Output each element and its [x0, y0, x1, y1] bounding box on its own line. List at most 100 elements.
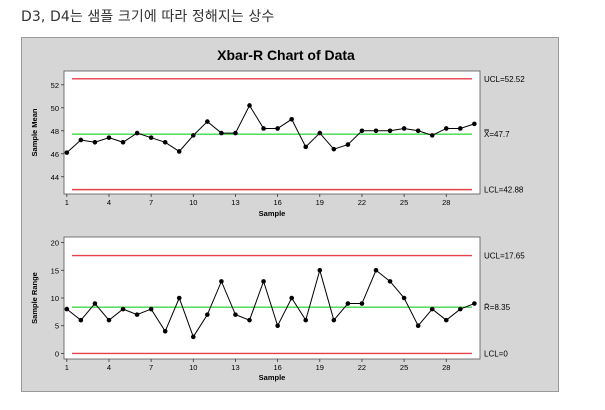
chart-title: Xbar-R Chart of Data — [217, 47, 355, 63]
plot-area — [63, 236, 481, 360]
y-tick-label: 46 — [51, 150, 59, 159]
data-point — [78, 137, 84, 143]
center-label: R̄=8.35 — [484, 303, 511, 312]
y-tick-label: 50 — [51, 104, 59, 113]
xbar-r-chart-figure: Xbar-R Chart of Data UCL=52.52 X̿=47.7 LCL… — [21, 37, 559, 392]
data-point — [303, 317, 309, 323]
x-tick-label: 22 — [358, 198, 366, 207]
data-point — [120, 306, 126, 312]
data-point — [331, 146, 337, 152]
data-point — [261, 279, 266, 284]
data-point — [106, 135, 112, 140]
data-point — [233, 312, 238, 317]
ucl-label: UCL=52.52 — [484, 75, 525, 84]
data-point — [120, 139, 126, 145]
x-tick-label: 10 — [189, 363, 197, 372]
data-point — [345, 301, 351, 306]
y-tick-label: 0 — [55, 349, 59, 358]
data-point — [359, 128, 365, 134]
data-point — [92, 139, 98, 145]
data-point — [64, 150, 70, 155]
data-point — [92, 301, 98, 306]
data-point — [205, 119, 210, 124]
x-tick-label: 16 — [273, 363, 281, 372]
data-point — [458, 126, 463, 131]
range-panel: UCL=17.65 R̄=8.35 LCL=0 0 5 10 15 20 1 4 7 10 13 16 19… — [30, 236, 525, 382]
x-tick-label: 16 — [273, 198, 281, 207]
data-point — [205, 312, 210, 317]
y-tick-label: 20 — [51, 239, 59, 248]
data-point — [415, 128, 421, 134]
data-point — [233, 130, 238, 136]
y-tick-label: 44 — [51, 173, 59, 182]
ucl-label: UCL=17.65 — [484, 252, 525, 261]
data-point — [317, 130, 323, 136]
x-tick-label: 25 — [400, 198, 408, 207]
data-point — [317, 267, 323, 273]
data-point — [106, 317, 112, 323]
x-tick-label: 4 — [107, 363, 111, 372]
data-point — [289, 116, 294, 122]
data-point — [387, 128, 393, 134]
xbar-panel: UCL=52.52 X̿=47.7 LCL=42.88 44 46 48 50 52 1 4 7 10… — [30, 70, 525, 218]
data-point — [415, 323, 421, 329]
x-tick-label: 19 — [316, 363, 324, 372]
x-tick-label: 4 — [107, 198, 111, 207]
y-axis-label: Sample Mean — [30, 108, 39, 156]
x-tick-label: 25 — [400, 363, 408, 372]
y-tick-label: 52 — [51, 81, 59, 90]
data-point — [303, 144, 309, 150]
x-tick-label: 28 — [442, 363, 450, 372]
data-point — [373, 267, 379, 273]
data-point — [472, 301, 477, 306]
data-point — [345, 142, 351, 147]
data-point — [148, 306, 154, 312]
y-tick-label: 10 — [51, 294, 59, 303]
data-point — [373, 128, 379, 134]
data-point — [247, 317, 252, 323]
data-point — [261, 126, 266, 131]
xbar-r-chart: Xbar-R Chart of Data UCL=52.52 X̿=47.7 LCL… — [30, 47, 525, 382]
data-point — [275, 323, 280, 329]
data-point — [429, 306, 435, 312]
data-point — [78, 317, 84, 323]
x-tick-label: 28 — [442, 198, 450, 207]
data-point — [190, 133, 196, 138]
data-point — [176, 149, 182, 154]
data-point — [134, 312, 140, 317]
lcl-label: LCL=42.88 — [484, 186, 524, 195]
data-point — [162, 328, 168, 334]
x-axis-label: Sample — [259, 209, 286, 218]
data-point — [148, 135, 154, 140]
x-axis-label: Sample — [259, 373, 286, 382]
x-tick-label: 10 — [189, 198, 197, 207]
data-point — [443, 126, 449, 131]
x-tick-label: 7 — [149, 198, 153, 207]
data-point — [401, 295, 407, 301]
x-tick-label: 7 — [149, 363, 153, 372]
x-tick-label: 13 — [231, 198, 239, 207]
caption-text: D3, D4는 샘플 크기에 따라 정해지는 상수 — [21, 9, 275, 25]
data-point — [190, 334, 196, 340]
data-point — [247, 103, 252, 108]
x-tick-label: 1 — [65, 363, 69, 372]
data-point — [176, 295, 182, 301]
data-point — [429, 133, 435, 138]
data-point — [64, 306, 70, 312]
series-line — [66, 104, 475, 153]
data-point — [219, 279, 224, 284]
center-label: X̿=47.7 — [484, 130, 510, 139]
plot-area — [63, 70, 481, 195]
lcl-label: LCL=0 — [484, 349, 508, 358]
data-point — [275, 126, 280, 131]
data-point — [134, 130, 140, 136]
x-tick-label: 19 — [316, 198, 324, 207]
data-point — [387, 279, 393, 284]
series-line — [66, 268, 475, 338]
data-point — [162, 139, 168, 145]
y-tick-label: 5 — [55, 322, 59, 331]
y-tick-label: 48 — [51, 127, 59, 136]
data-point — [331, 317, 337, 323]
y-axis-label: Sample Range — [30, 272, 39, 324]
y-tick-label: 15 — [51, 266, 59, 275]
